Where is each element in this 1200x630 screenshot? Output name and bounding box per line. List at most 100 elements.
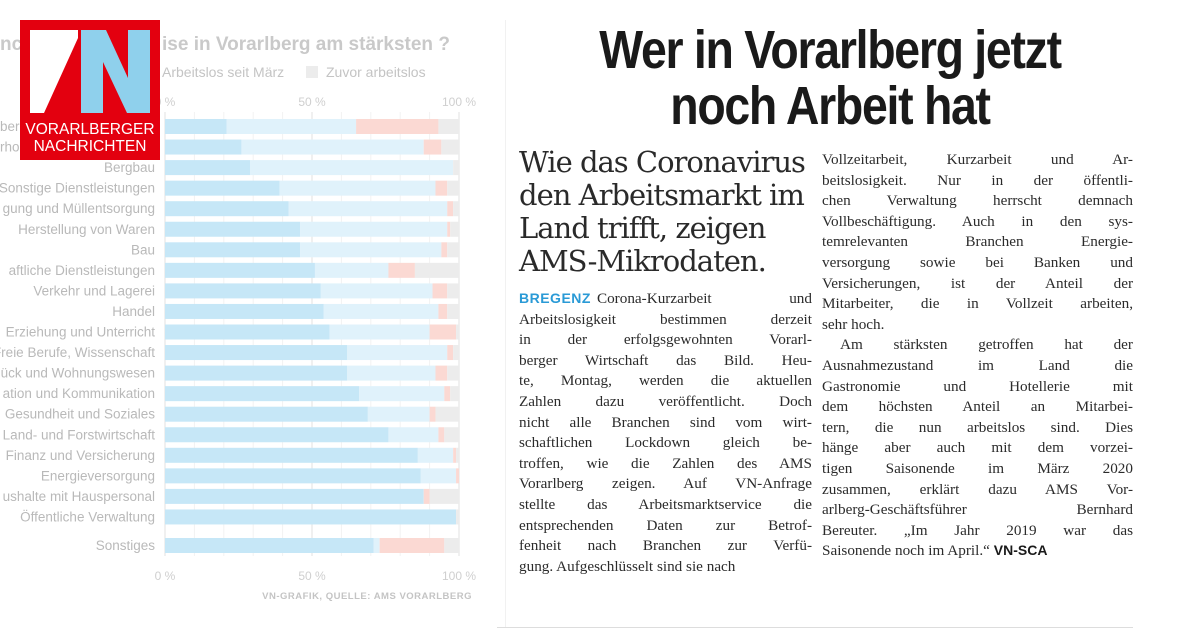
bar-segment-3 <box>447 221 451 237</box>
bar-segment-3 <box>435 365 448 381</box>
category-label: Sonstiges <box>96 538 156 553</box>
body-line: entsprechenden Daten zur Betrof- <box>519 516 812 534</box>
bar-segment-3 <box>447 345 454 361</box>
bar-segment-1 <box>165 119 227 134</box>
bar-segment-1 <box>165 538 374 553</box>
category-label: rhol <box>0 140 23 155</box>
body-line: Saisonende noch im April.“ VN-SCA <box>822 542 1048 560</box>
bar-segment-4 <box>447 242 459 258</box>
bar-segment-3 <box>423 488 430 504</box>
article-headline: Wer in Vorarlberg jetzt noch Arbeit hat <box>520 22 1140 134</box>
body-line: te, Montag, werden die aktuellen <box>519 372 812 390</box>
bar-segment-1 <box>165 139 242 155</box>
bar-segment-3 <box>432 283 448 299</box>
bar-segment-1 <box>165 180 280 196</box>
bar-segment-3 <box>429 324 457 340</box>
bar-segment-1 <box>165 447 418 463</box>
bar-segment-2 <box>288 201 448 217</box>
bottom-rule <box>497 627 1133 628</box>
chart-source: VN-GRAFIK, QUELLE: AMS VORARLBERG <box>262 591 472 602</box>
vn-logo-icon: VORARLBERGER NACHRICHTEN <box>20 20 160 160</box>
bar-segment-1 <box>165 242 301 258</box>
bar-segment-2 <box>388 427 439 443</box>
category-label: ushalte mit Hauspersonal <box>3 489 155 504</box>
category-label: Sonstige Dienstleistungen <box>0 181 155 196</box>
body-line: berger Wirtschaft das Bild. Heu- <box>519 351 812 369</box>
body-line: temrelevanten Branchen Energie- <box>822 233 1133 251</box>
category-label: ation und Kommunikation <box>3 386 155 401</box>
body-line: stellte das Arbeitsmarktservice die <box>519 495 812 513</box>
body-line: in der erfolgsgewohnten Vorarl- <box>519 331 812 349</box>
bar-segment-2 <box>329 324 430 340</box>
bar-segment-1 <box>165 283 321 299</box>
bar-segment-4 <box>453 201 459 217</box>
x-tick-label: 0 % <box>155 569 176 583</box>
bar-segment-4 <box>447 365 459 381</box>
bar-segment-4 <box>441 139 459 155</box>
bar-segment-2 <box>359 386 445 402</box>
bar-segment-4 <box>450 221 459 237</box>
bar-segment-4 <box>444 427 459 443</box>
category-label: Bergbau <box>104 160 155 175</box>
bar-segment-4 <box>444 538 459 553</box>
bar-segment-3 <box>435 180 448 196</box>
bar-segment-1 <box>165 303 324 319</box>
bar-segment-2 <box>420 468 457 484</box>
subhead-line: den Arbeitsmarkt im <box>519 178 805 212</box>
category-label: Energieversorgung <box>41 468 155 483</box>
category-label: Land- und Forstwirtschaft <box>3 427 156 442</box>
column-divider <box>505 20 506 627</box>
body-line: Ausnahmezustand im Land die <box>822 356 1133 374</box>
bar-segment-1 <box>165 509 457 525</box>
category-label: Öffentliche Verwaltung <box>20 509 155 524</box>
body-line: hänge aber auch mit dem vorzei- <box>822 439 1133 457</box>
bar-segment-4 <box>429 488 459 504</box>
body-line: tern, die nun arbeitslos sind. Dies <box>822 418 1133 436</box>
bar-segment-2 <box>373 538 380 553</box>
legend-swatch <box>306 66 318 78</box>
body-line: Vorarlberg zeigen. Auf VN-Anfrage <box>519 475 812 493</box>
bar-segment-1 <box>165 262 315 278</box>
body-line: troffen, wie die Zahlen des AMS <box>519 454 812 472</box>
body-line: tigen Saisonende im März 2020 <box>822 459 1133 477</box>
headline-line: Wer in Vorarlberg jetzt <box>599 20 1062 80</box>
bar-segment-3 <box>456 468 459 484</box>
bar-segment-4 <box>447 283 459 299</box>
category-label: Verkehr und Lagerei <box>33 283 155 298</box>
legend-label: Arbeitslos seit März <box>162 64 285 80</box>
bar-segment-1 <box>165 386 360 402</box>
subhead-line: Wie das Coronavirus <box>519 145 806 179</box>
bar-segment-3 <box>438 303 448 319</box>
subhead-line: AMS-Mikrodaten. <box>519 244 767 278</box>
body-line: BREGENZ Corona-Kurzarbeit und <box>519 290 812 307</box>
body-line: Vollzeitarbeit, Kurzarbeit und Ar- <box>822 151 1133 168</box>
headline-line: noch Arbeit hat <box>670 76 991 136</box>
author-tag: VN-SCA <box>989 542 1048 559</box>
body-line: dem höchsten Anteil an Mitarbei- <box>822 398 1133 416</box>
bar-segment-2 <box>347 345 448 361</box>
bar-segment-1 <box>165 468 421 484</box>
bar-segment-1 <box>165 365 348 381</box>
category-label: Gesundheit und Soziales <box>5 407 155 422</box>
body-line: chen Verwaltung herrscht demnach <box>822 192 1133 210</box>
legend-item-arbeitslos-seit-maerz: Arbeitslos seit März <box>162 64 284 80</box>
vn-logo: VORARLBERGER NACHRICHTEN <box>20 20 160 160</box>
category-label: Freie Berufe, Wissenschaft <box>0 345 155 360</box>
bar-segment-2 <box>226 119 357 134</box>
body-line: beitslosigkeit. Nur in der öffentli- <box>822 171 1133 189</box>
legend-item-zuvor-arbeitslos: Zuvor arbeitslos <box>306 64 426 80</box>
bar-segment-2 <box>417 447 454 463</box>
category-label: aftliche Dienstleistungen <box>9 263 155 278</box>
bar-segment-2 <box>314 262 389 278</box>
bar-segment-3 <box>444 386 451 402</box>
bar-segment-3 <box>438 427 445 443</box>
body-line: sehr hoch. <box>822 315 885 333</box>
category-label: ück und Wohnungswesen <box>1 366 155 381</box>
body-line: Mitarbeiter, die in Vollzeit arbeiten, <box>822 295 1133 313</box>
bar-segment-2 <box>300 221 448 237</box>
body-line: gung. Aufgeschlüsselt sind sie nach <box>519 557 736 575</box>
body-line: fenheit nach Branchen zur Verfü- <box>519 537 812 555</box>
body-line: zusammen, erklärt dazu AMS Vor- <box>822 480 1133 498</box>
bar-segment-4 <box>414 262 459 278</box>
bar-segment-3 <box>447 201 454 217</box>
